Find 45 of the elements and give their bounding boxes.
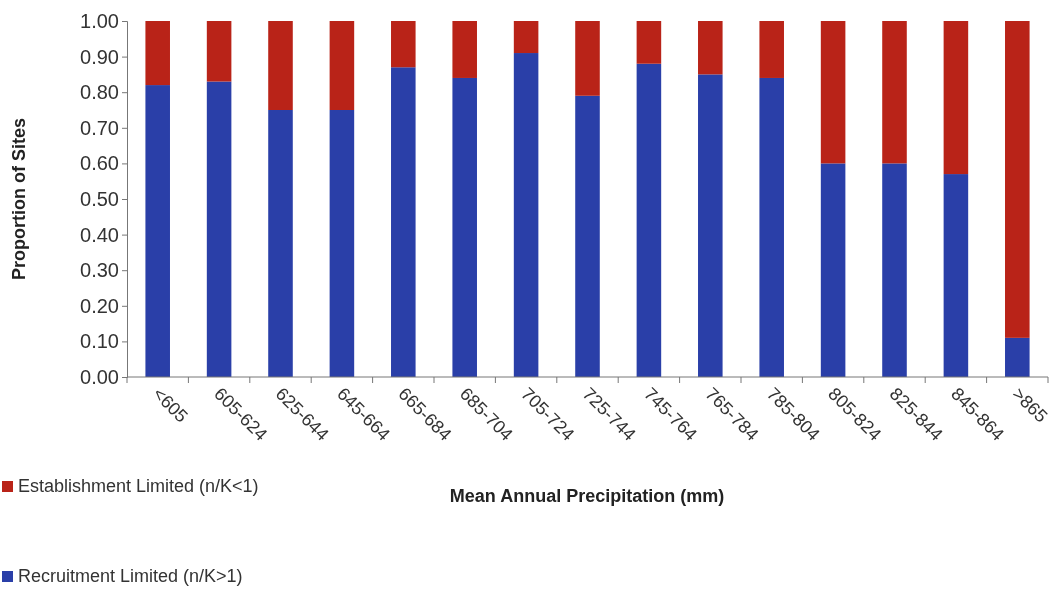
bar xyxy=(759,77,784,377)
bar xyxy=(698,74,723,377)
bar xyxy=(698,21,723,75)
y-tick-label: 0.10 xyxy=(80,330,119,353)
bar xyxy=(206,21,232,82)
bar xyxy=(452,21,477,78)
bar xyxy=(636,21,662,64)
y-tick-label: 0.60 xyxy=(80,152,119,175)
bar xyxy=(1005,21,1030,338)
y-tick-label: 0.20 xyxy=(80,294,119,317)
x-axis-title: Mean Annual Precipitation (mm) xyxy=(449,486,725,506)
y-tick-label: 0.70 xyxy=(80,116,119,139)
y-tick-label: 1.00 xyxy=(80,9,119,32)
bar xyxy=(206,81,232,377)
bar xyxy=(943,21,969,175)
y-tick-label: 0.80 xyxy=(80,81,119,104)
y-axis-title: Proportion of Sites xyxy=(9,118,29,280)
bar xyxy=(820,21,846,164)
bar xyxy=(329,110,355,377)
bar xyxy=(391,21,416,68)
legend-label: Recruitment Limited (n/K>1) xyxy=(18,566,243,586)
bar xyxy=(268,21,293,110)
y-tick-label: 0.30 xyxy=(80,259,119,282)
bar xyxy=(452,77,477,377)
bar xyxy=(1005,337,1030,377)
bar xyxy=(329,21,355,110)
bar xyxy=(268,110,293,377)
bar xyxy=(575,95,600,377)
bar xyxy=(820,163,846,377)
bar xyxy=(513,21,539,54)
y-tick-label: 0.00 xyxy=(80,365,119,388)
bar xyxy=(145,85,170,377)
bar xyxy=(943,174,969,377)
bar xyxy=(513,53,539,377)
y-tick-label: 0.50 xyxy=(80,187,119,210)
bar xyxy=(882,163,907,377)
bar xyxy=(391,67,416,377)
y-tick-label: 0.90 xyxy=(80,45,119,68)
legend-label: Establishment Limited (n/K<1) xyxy=(18,476,259,496)
bar xyxy=(575,21,600,96)
bar xyxy=(636,63,662,377)
bar xyxy=(882,21,907,164)
bar xyxy=(145,21,170,86)
y-tick-label: 0.40 xyxy=(80,223,119,246)
bar xyxy=(759,21,784,78)
